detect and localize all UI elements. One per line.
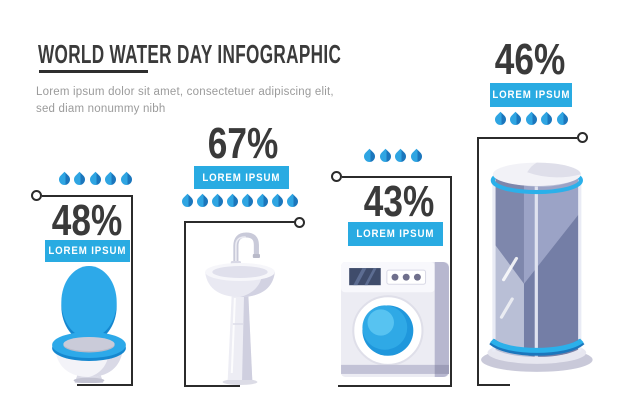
water-drop-icon	[554, 111, 570, 128]
connector-dot	[294, 217, 305, 228]
item-label-banner: LOREM IPSUM	[490, 83, 572, 107]
description-line-1: Lorem ipsum dolor sit amet, consectetuer…	[36, 86, 334, 98]
description-line-2: sed diam nonummy nibh	[36, 102, 166, 115]
washbasin-illustration	[205, 232, 275, 385]
frame-line	[42, 195, 133, 197]
item-label-banner: LOREM IPSUM	[348, 222, 443, 246]
frame-line	[77, 384, 133, 386]
frame-line	[477, 137, 479, 386]
item-label-banner: LOREM IPSUM	[194, 166, 289, 189]
frame-line	[342, 176, 452, 178]
title-underline	[39, 70, 148, 73]
percent-value: 46%	[494, 35, 566, 84]
description-text: Lorem ipsum dolor sit amet, consectetuer…	[36, 84, 334, 117]
frame-line	[338, 385, 452, 387]
frame-line	[477, 384, 510, 386]
percent-value: 67%	[207, 119, 279, 168]
water-drop-icon	[492, 111, 508, 128]
frame-line	[131, 195, 133, 386]
connector-dot	[331, 171, 342, 182]
percent-value: 48%	[51, 196, 123, 245]
toilet-illustration	[52, 266, 126, 383]
frame-line	[478, 137, 577, 139]
washing-machine-illustration	[341, 262, 449, 377]
connector-dot	[577, 132, 588, 143]
water-drop-icon	[523, 111, 539, 128]
frame-line	[450, 176, 452, 387]
frame-line	[185, 221, 295, 223]
frame-line	[184, 221, 186, 387]
page-title: WORLD WATER DAY INFOGRAPHIC	[38, 39, 342, 69]
water-drop-icon	[538, 111, 555, 128]
shower-cabin-illustration	[481, 162, 593, 372]
item-label-banner: LOREM IPSUM	[45, 240, 130, 262]
connector-dot	[31, 190, 42, 201]
percent-value: 43%	[363, 177, 435, 226]
frame-line	[184, 385, 240, 387]
water-drop-icon	[507, 111, 524, 128]
water-drop-row	[481, 111, 581, 128]
